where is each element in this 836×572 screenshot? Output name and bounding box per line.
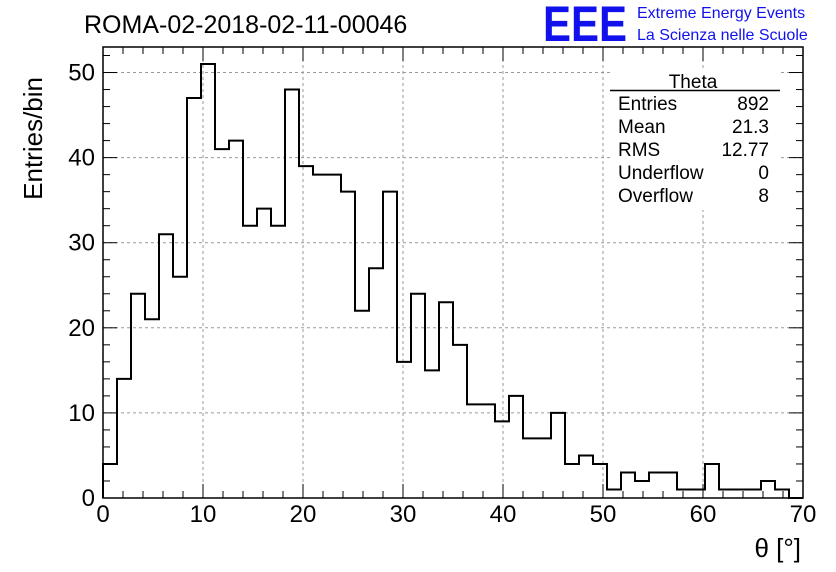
stats-label-mean: Mean xyxy=(618,117,666,138)
stats-value-underflow: 0 xyxy=(758,163,769,184)
axis-ticks xyxy=(102,47,804,499)
stats-label-overflow: Overflow xyxy=(618,186,693,207)
histogram-bin xyxy=(467,404,481,498)
stats-label-entries: Entries xyxy=(618,94,677,115)
branding-line-1: Extreme Energy Events xyxy=(637,5,805,22)
x-tick-label: 30 xyxy=(390,501,417,528)
histogram-bin xyxy=(383,192,397,498)
x-tick-label: 20 xyxy=(290,501,317,528)
histogram-bin xyxy=(131,294,145,498)
chart-title: ROMA-02-2018-02-11-00046 xyxy=(84,11,407,39)
histogram-bin xyxy=(145,319,159,498)
histogram-bin xyxy=(453,345,467,498)
x-tick-label: 40 xyxy=(490,501,517,528)
histogram-bin xyxy=(327,175,341,498)
histogram-bin xyxy=(775,489,789,498)
histogram-bin xyxy=(411,294,425,498)
histogram-bin xyxy=(341,192,355,498)
x-tick-label: 50 xyxy=(590,501,617,528)
histogram-bin xyxy=(523,438,537,498)
y-tick-label: 40 xyxy=(68,145,95,172)
histogram-bin xyxy=(705,464,719,498)
axis-tick-labels: 0 10 20 30 40 50 60 70 0 10 20 30 40 50 xyxy=(68,60,816,528)
histogram-bin xyxy=(439,302,453,498)
histogram-bin xyxy=(173,277,187,498)
eee-logo: EEE xyxy=(543,0,627,52)
plot-frame xyxy=(102,46,804,499)
histogram-bin xyxy=(733,489,747,498)
x-axis-title: θ [°] xyxy=(754,533,801,563)
histogram-bin xyxy=(397,362,411,498)
branding-line-2: La Scienza nelle Scuole xyxy=(637,27,808,44)
x-tick-label: 0 xyxy=(96,501,109,528)
histogram-bin xyxy=(229,141,243,498)
stats-value-mean: 21.3 xyxy=(732,117,769,138)
histogram-bin xyxy=(551,413,565,498)
y-tick-label: 50 xyxy=(68,60,95,87)
eee-branding: EEE Extreme Energy Events La Scienza nel… xyxy=(543,0,808,52)
histogram-bin xyxy=(677,489,691,498)
histogram-bin xyxy=(635,481,649,498)
histogram-bin xyxy=(369,268,383,498)
histogram-bin xyxy=(271,226,285,498)
y-axis-title: Entries/bin xyxy=(18,77,48,200)
histogram-bin xyxy=(663,472,677,498)
histogram-bin xyxy=(593,464,607,498)
histogram-bin xyxy=(495,421,509,498)
histogram-bin xyxy=(537,438,551,498)
histogram-bin xyxy=(719,489,733,498)
histogram-bin xyxy=(509,396,523,498)
histogram-bin xyxy=(313,175,327,498)
histogram-outline xyxy=(102,63,803,499)
y-tick-label: 30 xyxy=(68,230,95,257)
stats-value-entries: 892 xyxy=(737,94,769,115)
histogram-bin xyxy=(649,472,663,498)
histogram-bin xyxy=(285,90,299,498)
stats-label-rms: RMS xyxy=(618,140,660,161)
histogram-bin xyxy=(215,149,229,498)
stats-value-overflow: 8 xyxy=(758,186,769,207)
x-tick-label: 60 xyxy=(690,501,717,528)
histogram-bin xyxy=(299,166,313,498)
x-tick-label: 10 xyxy=(190,501,217,528)
histogram-bin xyxy=(565,464,579,498)
histogram-bin xyxy=(159,234,173,498)
histogram-bin xyxy=(425,370,439,498)
stats-box: Theta Entries 892 Mean 21.3 RMS 12.77 Un… xyxy=(610,70,780,210)
histogram-bin xyxy=(747,489,761,498)
histogram-bin xyxy=(257,209,271,498)
y-tick-label: 10 xyxy=(68,400,95,427)
x-tick-label: 70 xyxy=(790,501,817,528)
y-tick-label: 20 xyxy=(68,315,95,342)
histogram-bin xyxy=(607,489,621,498)
histogram-bin xyxy=(355,311,369,498)
histogram-bin xyxy=(243,226,257,498)
y-tick-label: 0 xyxy=(82,485,95,512)
stats-box-title: Theta xyxy=(669,72,718,93)
stats-box-rows: Entries 892 Mean 21.3 RMS 12.77 Underflo… xyxy=(618,94,769,207)
stats-label-underflow: Underflow xyxy=(618,163,704,184)
histogram-bin xyxy=(579,455,593,498)
stats-box-background xyxy=(610,70,780,210)
histogram-bin xyxy=(481,404,495,498)
histogram-bin xyxy=(117,379,131,498)
stats-value-rms: 12.77 xyxy=(721,140,769,161)
